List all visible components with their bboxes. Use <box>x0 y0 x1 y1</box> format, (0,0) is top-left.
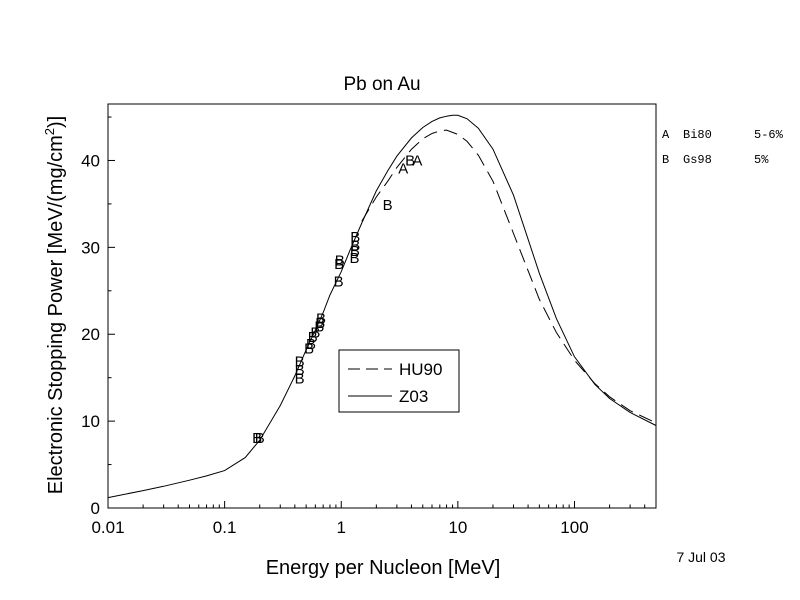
y-tick-label: 10 <box>81 412 100 431</box>
data-point-b: B <box>295 353 305 370</box>
x-axis-label: Energy per Nucleon [MeV] <box>266 557 501 579</box>
ref-key-b-error: 5% <box>754 153 769 167</box>
legend-label-hu90: HU90 <box>399 360 442 379</box>
x-tick-label: 10 <box>448 518 467 537</box>
x-tick-label: 100 <box>560 518 588 537</box>
y-tick-label: 30 <box>81 238 100 257</box>
legend-label-z03: Z03 <box>399 387 428 406</box>
data-point-a: A <box>398 160 408 177</box>
data-point-b: B <box>255 430 265 447</box>
legend-box <box>338 349 460 413</box>
y-tick-label: 20 <box>81 325 100 344</box>
y-axis-label: Electronic Stopping Power [MeV/(mg/cm2)] <box>42 116 67 494</box>
data-point-b: B <box>350 229 360 246</box>
data-point-b: B <box>252 430 262 447</box>
chart-title: Pb on Au <box>343 74 420 95</box>
data-point-b: B <box>306 336 316 353</box>
y-axis-ticks: 0 10 20 30 40 <box>81 116 115 518</box>
data-point-b: B <box>295 371 305 388</box>
y-tick-label: 0 <box>91 499 100 518</box>
data-point-b: B <box>308 329 318 346</box>
y-tick-label: 40 <box>81 151 100 170</box>
data-point-b: B <box>295 362 305 379</box>
ref-key-a-error: 5-6% <box>754 128 784 142</box>
data-point-b: B <box>304 340 314 357</box>
data-point-b: B <box>314 319 324 336</box>
series-line-z03 <box>107 114 657 499</box>
series-line-hu90 <box>361 129 657 424</box>
data-point-b: B <box>350 238 360 255</box>
x-axis-ticks: 0.01 0.1 1 10 100 <box>91 501 646 537</box>
x-tick-label: 1 <box>337 518 346 537</box>
ref-key-a-ref: Bi80 <box>683 128 712 142</box>
data-point-a: A <box>412 153 422 170</box>
data-point-b: B <box>350 243 360 260</box>
data-point-b: B <box>335 253 345 270</box>
date-stamp: 7 Jul 03 <box>676 549 725 565</box>
legend: HU90 Z03 <box>338 349 460 413</box>
data-point-b: B <box>316 311 326 328</box>
data-point-b: B <box>350 250 360 267</box>
ref-key-a-code: A <box>662 128 670 142</box>
data-point-b: B <box>334 273 344 290</box>
reference-key: A Bi80 5-6% B Gs98 5% <box>662 128 784 167</box>
data-point-b: B <box>310 325 320 342</box>
ref-key-b-ref: Gs98 <box>683 153 712 167</box>
x-tick-label: 0.01 <box>91 518 124 537</box>
ref-key-b-code: B <box>662 153 669 167</box>
plot-frame <box>107 103 657 509</box>
data-point-b: B <box>405 153 415 170</box>
data-point-b: B <box>334 256 344 273</box>
x-tick-label: 0.1 <box>213 518 237 537</box>
data-point-b: B <box>383 197 393 214</box>
series-layer <box>107 114 657 499</box>
data-point-b: B <box>315 315 325 332</box>
